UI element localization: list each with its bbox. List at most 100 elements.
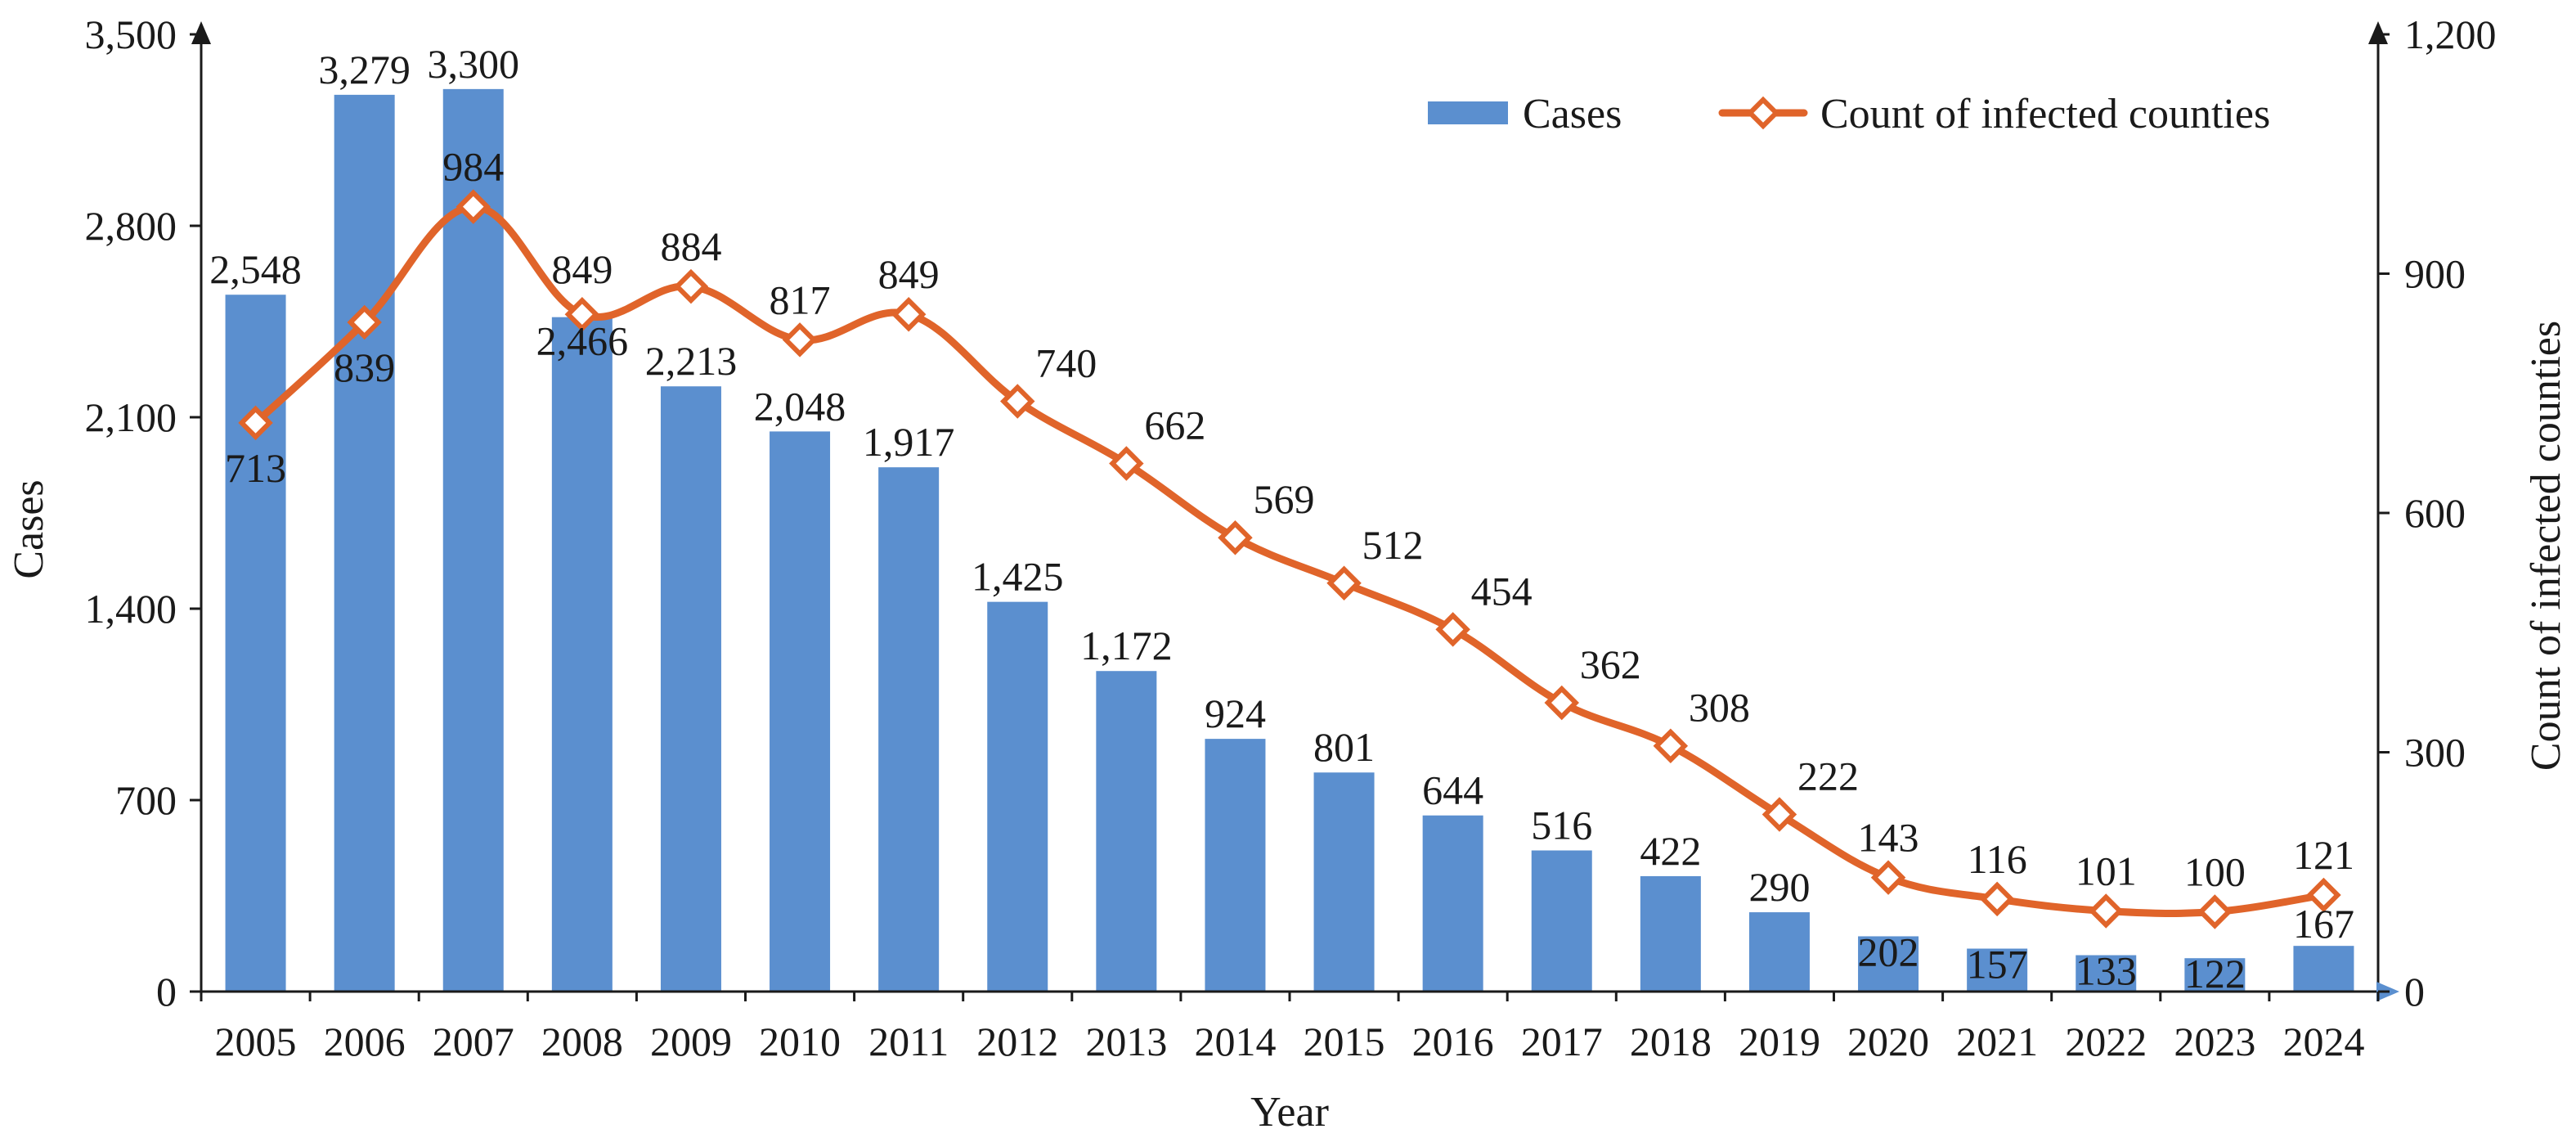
x-tick-label: 2021 <box>1956 1019 2038 1064</box>
x-tick-label: 2013 <box>1085 1019 1167 1064</box>
bar-cases-2008 <box>551 317 613 992</box>
x-tick-label: 2006 <box>324 1019 406 1064</box>
data-label-counties-2024: 121 <box>2293 832 2354 878</box>
bar-cases-2018 <box>1640 875 1701 992</box>
marker-counties-2005 <box>238 405 273 441</box>
data-label-counties-2012: 740 <box>1035 340 1097 386</box>
marker-counties-2021 <box>1979 881 2015 917</box>
marker-counties-2011 <box>891 296 927 332</box>
marker-counties-2012 <box>1000 384 1035 419</box>
x-tick-label: 2024 <box>2282 1019 2364 1064</box>
data-labels: 2,548 3,279 3,300 2,466 2,213 2,048 1,917 1,425… <box>209 41 2354 996</box>
data-label-counties-2013: 662 <box>1144 403 1205 448</box>
data-label-cases-2024: 167 <box>2293 901 2354 947</box>
bar-cases-2009 <box>660 386 721 992</box>
data-label-cases-2005: 2,548 <box>209 246 302 292</box>
data-label-cases-2019: 290 <box>1748 864 1810 910</box>
bar-cases-2019 <box>1748 912 1810 992</box>
y-tick-label: 0 <box>156 969 177 1014</box>
x-tick-label: 2011 <box>868 1019 949 1064</box>
x-axis-title: Year <box>1250 1089 1329 1136</box>
data-label-cases-2010: 2,048 <box>754 383 846 429</box>
y2-tick-label: 0 <box>2404 969 2425 1014</box>
data-label-counties-2016: 454 <box>1471 568 1533 614</box>
data-label-counties-2015: 512 <box>1362 522 1424 568</box>
data-label-cases-2023: 122 <box>2184 951 2246 996</box>
data-label-counties-2017: 362 <box>1580 641 1641 687</box>
marker-counties-2023 <box>2197 894 2233 929</box>
data-label-counties-2011: 849 <box>878 251 940 297</box>
x-tick-label: 2016 <box>1412 1019 1494 1064</box>
data-label-counties-2021: 116 <box>1968 836 2027 882</box>
data-label-counties-2007: 984 <box>442 144 504 190</box>
legend: Cases Count of infected counties <box>1428 91 2270 137</box>
bar-cases-2016 <box>1422 815 1483 992</box>
data-label-counties-2009: 884 <box>660 223 721 269</box>
data-label-cases-2012: 1,425 <box>972 554 1064 600</box>
y-tick-label: 2,800 <box>85 203 177 249</box>
y-tick-label: 1,400 <box>85 586 177 632</box>
data-label-cases-2015: 801 <box>1313 724 1375 770</box>
y2-axis-title: Count of infected counties <box>2523 321 2569 771</box>
y2-tick-label: 900 <box>2404 251 2466 297</box>
bar-cases-2014 <box>1205 739 1266 992</box>
data-label-cases-2016: 644 <box>1422 767 1483 813</box>
bar-cases-2022 <box>2076 955 2137 992</box>
bar-cases-2007 <box>442 88 504 992</box>
x-tick-label: 2017 <box>1521 1019 1603 1064</box>
x-tick-label: 2005 <box>215 1019 297 1064</box>
marker-counties-2006 <box>347 304 382 340</box>
legend-label-cases: Cases <box>1523 91 1622 137</box>
data-label-counties-2006: 839 <box>334 344 395 390</box>
bar-cases-2010 <box>770 431 831 992</box>
data-label-cases-2020: 202 <box>1858 929 1919 974</box>
data-label-counties-2010: 817 <box>770 277 831 322</box>
marker-counties-2024 <box>2306 877 2341 913</box>
x-tick-label: 2012 <box>976 1019 1058 1064</box>
marker-counties-2009 <box>673 268 709 304</box>
data-label-counties-2023: 100 <box>2184 849 2246 895</box>
data-label-cases-2007: 3,300 <box>428 41 520 87</box>
line-series <box>238 189 2341 929</box>
data-label-cases-2018: 422 <box>1640 828 1701 874</box>
bar-cases-2024 <box>2293 946 2354 992</box>
legend-swatch-cases <box>1428 101 1508 124</box>
data-label-cases-2014: 924 <box>1205 690 1266 736</box>
x-tick-label: 2023 <box>2174 1019 2255 1064</box>
data-label-counties-2018: 308 <box>1689 685 1750 731</box>
data-label-cases-2013: 1,172 <box>1080 623 1173 668</box>
y2-tick-label: 300 <box>2404 730 2466 776</box>
data-label-counties-2008: 849 <box>551 246 613 292</box>
y-tick-label: 3,500 <box>85 11 177 57</box>
data-label-cases-2009: 2,213 <box>645 338 738 384</box>
marker-counties-2018 <box>1653 728 1689 763</box>
bar-cases-2012 <box>987 601 1048 992</box>
data-label-cases-2011: 1,917 <box>863 419 955 465</box>
marker-counties-2020 <box>1870 860 1906 895</box>
marker-counties-2016 <box>1435 612 1470 647</box>
bar-cases-2013 <box>1096 671 1157 992</box>
x-tick-label: 2010 <box>759 1019 841 1064</box>
axes: 0 700 1,400 2,100 2,800 3,500 0 300 600 900 1,200 2… <box>85 11 2497 1064</box>
bar-cases-2021 <box>1967 948 2028 992</box>
y-axis-title: Cases <box>6 479 52 578</box>
marker-counties-2014 <box>1218 520 1253 556</box>
data-label-cases-2021: 157 <box>1967 942 2028 987</box>
data-label-cases-2008: 2,466 <box>536 318 629 364</box>
y2-axis-arrow <box>2368 21 2388 44</box>
marker-counties-2007 <box>456 189 491 224</box>
marker-counties-2017 <box>1544 685 1579 721</box>
x-tick-label: 2009 <box>650 1019 732 1064</box>
x-tick-label: 2015 <box>1304 1019 1385 1064</box>
marker-counties-2010 <box>782 322 818 358</box>
data-label-cases-2017: 516 <box>1531 803 1592 848</box>
data-label-counties-2005: 713 <box>225 445 286 491</box>
marker-counties-2015 <box>1326 565 1362 601</box>
bar-series <box>225 88 2354 992</box>
bar-cases-2023 <box>2184 958 2246 992</box>
marker-counties-2008 <box>564 296 600 332</box>
y-tick-label: 2,100 <box>85 394 177 440</box>
x-tick-label: 2020 <box>1847 1019 1929 1064</box>
bar-cases-2006 <box>334 94 395 992</box>
